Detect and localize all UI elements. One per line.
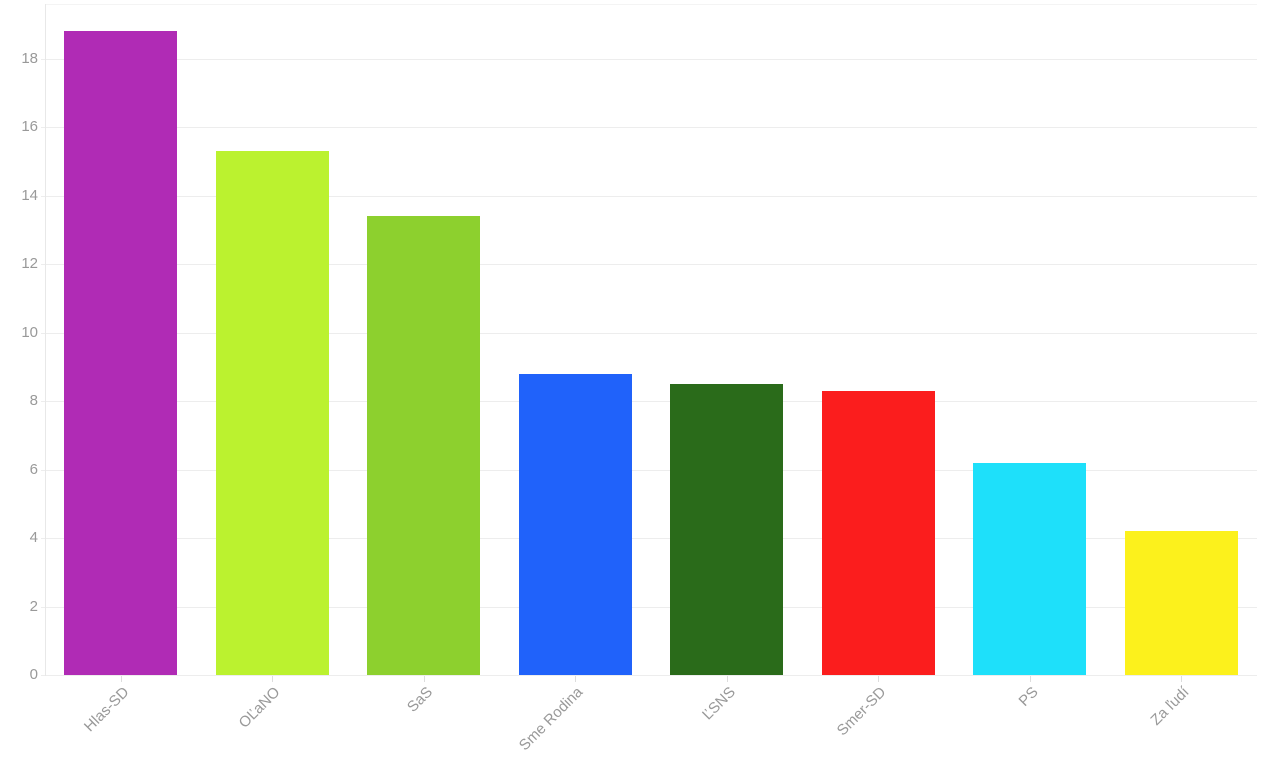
y-axis-label: 8 [29, 392, 38, 409]
y-gridline [41, 127, 1257, 128]
x-axis-tick [878, 676, 879, 682]
x-axis-label: SaS [403, 683, 436, 716]
bar--sns[interactable] [670, 384, 783, 675]
y-gridline [41, 196, 1257, 197]
y-axis-label: 10 [21, 324, 38, 341]
y-gridline [41, 538, 1257, 539]
y-axis-label: 2 [29, 598, 38, 615]
y-gridline [41, 59, 1257, 60]
y-axis-label: 14 [21, 187, 38, 204]
bar-hlas-sd[interactable] [64, 31, 177, 675]
y-gridline [41, 264, 1257, 265]
x-axis-tick [424, 676, 425, 682]
x-axis-label: Za ľudí [1147, 683, 1193, 729]
x-axis-label: PS [1015, 683, 1042, 710]
bar-za-ud-[interactable] [1125, 531, 1238, 675]
y-gridline [41, 675, 1257, 676]
x-axis-label: ĽSNS [698, 683, 739, 724]
y-axis-label: 0 [29, 666, 38, 683]
y-gridline [41, 401, 1257, 402]
y-axis-line [45, 4, 46, 676]
x-axis-tick [121, 676, 122, 682]
y-gridline [41, 607, 1257, 608]
y-axis-label: 12 [21, 255, 38, 272]
x-axis-tick [1181, 676, 1182, 682]
x-axis-tick [575, 676, 576, 682]
y-axis-label: 18 [21, 50, 38, 67]
x-axis-label: Sme Rodina [516, 683, 587, 755]
x-axis-label: Hlas-SD [81, 683, 133, 736]
plot-top-border-line [45, 4, 1257, 5]
x-axis-tick [272, 676, 273, 682]
y-gridline [41, 333, 1257, 334]
y-gridline [41, 470, 1257, 471]
bar-o-ano[interactable] [216, 151, 329, 675]
x-axis-tick [727, 676, 728, 682]
y-axis-label: 4 [29, 529, 38, 546]
bar-smer-sd[interactable] [822, 391, 935, 675]
y-axis-label: 6 [29, 461, 38, 478]
x-axis-tick [1030, 676, 1031, 682]
x-axis-label: OĽaNO [235, 683, 284, 732]
bar-sme-rodina[interactable] [519, 374, 632, 675]
bar-sas[interactable] [367, 216, 480, 675]
y-axis-label: 16 [21, 118, 38, 135]
bar-ps[interactable] [973, 463, 1086, 675]
x-axis-label: Smer-SD [834, 683, 890, 740]
